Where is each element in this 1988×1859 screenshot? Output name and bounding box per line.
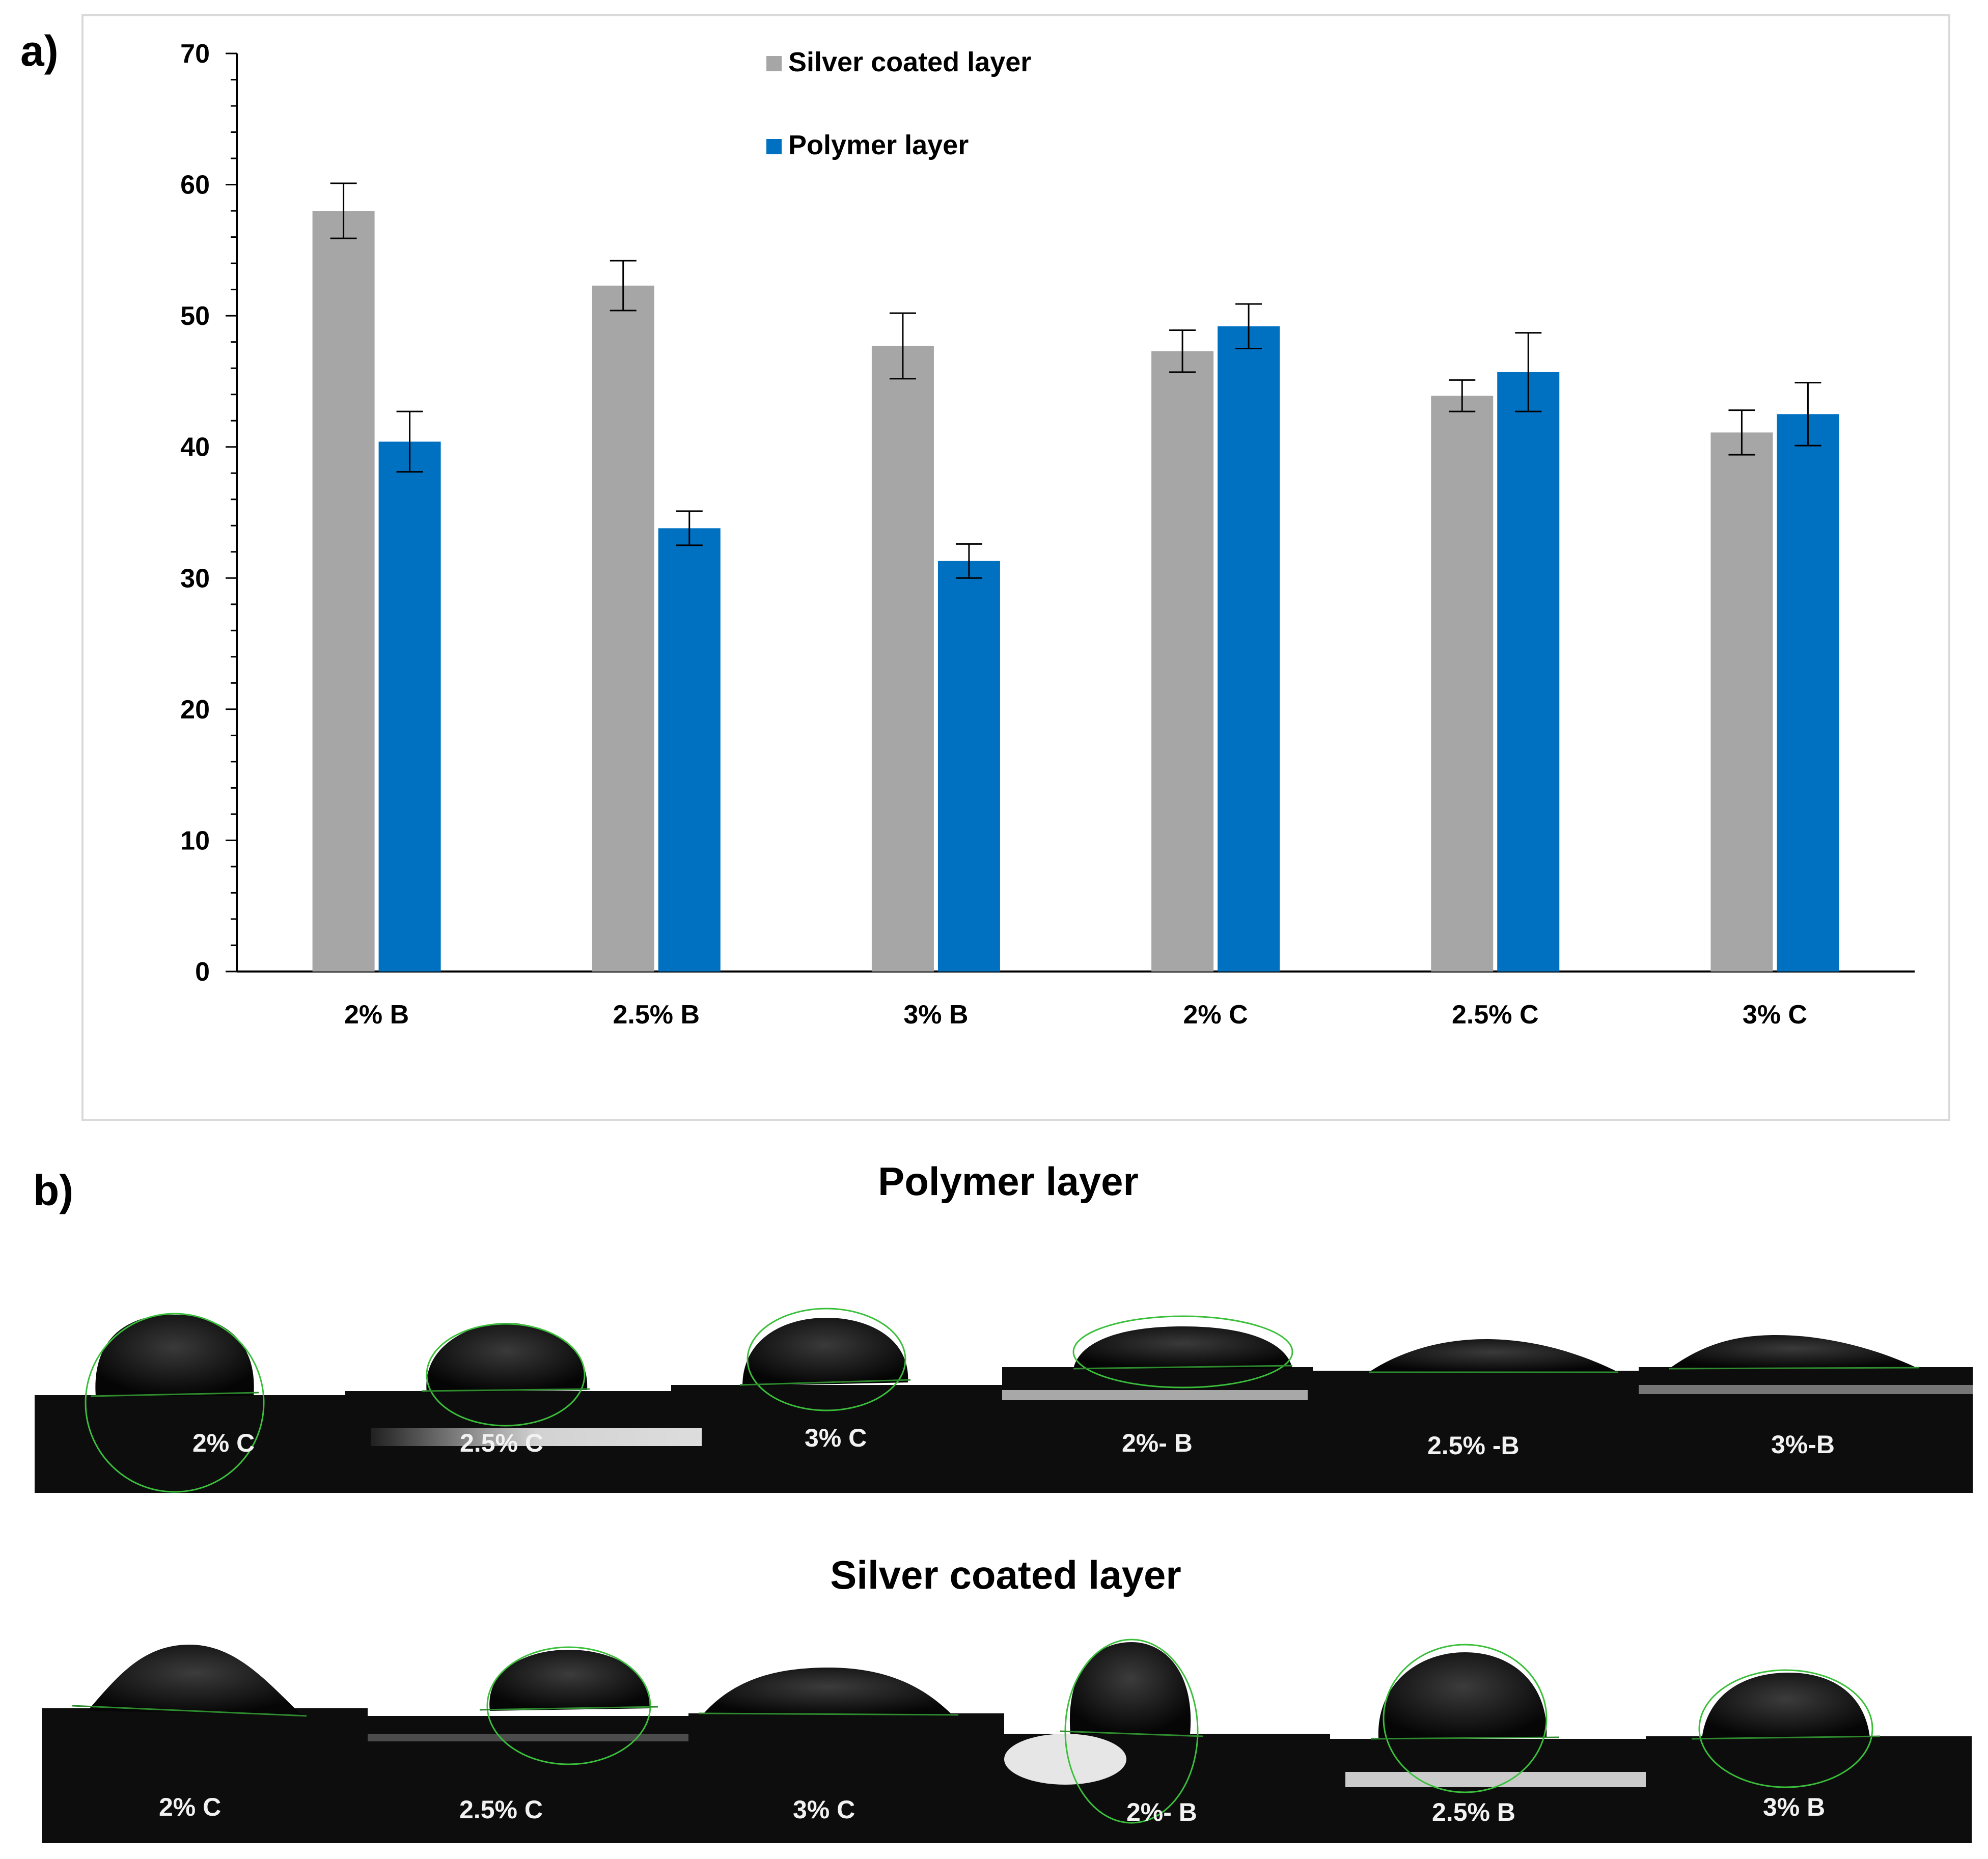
bar	[1151, 351, 1214, 972]
legend-label: Silver coated layer	[788, 47, 1031, 77]
y-tick-label: 10	[180, 826, 210, 855]
polymer-photo-label: 2.5% -B	[1427, 1431, 1520, 1460]
silver-droplet-strip: 2% C 2.5% C 3% C 2%- B 2.5% B 3% B	[42, 1629, 1972, 1843]
y-tick-label: 30	[180, 564, 210, 593]
x-tick-label: 2% C	[1183, 1000, 1248, 1030]
polymer-photo-label: 3% C	[805, 1424, 867, 1452]
bar	[937, 561, 1000, 972]
bar	[1431, 396, 1494, 972]
y-tick-label: 70	[180, 39, 210, 69]
y-tick-label: 0	[195, 957, 210, 987]
polymer-photo-label: 2.5% C	[460, 1429, 543, 1457]
silver-photo-label: 3% C	[793, 1795, 855, 1824]
bar	[1497, 372, 1560, 972]
polymer-droplet-images	[35, 1283, 1973, 1493]
bar	[378, 441, 441, 972]
legend-label: Polymer layer	[788, 130, 969, 160]
y-tick-label: 40	[180, 433, 210, 462]
polymer-photo-label: 3%-B	[1771, 1430, 1835, 1459]
silver-photo-label: 2.5% B	[1432, 1798, 1515, 1826]
bar	[871, 346, 934, 972]
polymer-photo-label: 2% C	[192, 1429, 255, 1457]
x-tick-label: 2.5% C	[1452, 1000, 1539, 1030]
x-tick-label: 3% B	[903, 1000, 968, 1030]
panel-a-label: a)	[20, 27, 59, 75]
legend-swatch	[766, 139, 782, 154]
silver-layer-title: Silver coated layer	[830, 1552, 1181, 1597]
bar	[592, 285, 654, 972]
bar	[1710, 432, 1773, 972]
polymer-droplet-strip: 2% C 2.5% C 3% C 2%- B 2.5% -B 3%-B	[35, 1283, 1973, 1493]
panel-b-label: b)	[33, 1167, 74, 1214]
silver-droplet-images	[42, 1629, 1972, 1843]
y-tick-label: 20	[180, 695, 210, 725]
bar	[1218, 326, 1280, 972]
x-tick-label: 2% B	[344, 1000, 409, 1030]
y-tick-label: 50	[180, 301, 210, 331]
bar	[1777, 414, 1839, 972]
polymer-layer-title: Polymer layer	[878, 1159, 1139, 1204]
bar-chart: 0 10 20 30 40 50 60 70 2% B 2.5% B 3% B 2% C 2.5% C 3…	[81, 14, 1950, 1121]
x-tick-label: 3% C	[1743, 1000, 1807, 1030]
silver-photo-label: 2%- B	[1126, 1798, 1197, 1826]
legend-swatch	[766, 56, 782, 71]
silver-photo-label: 3% B	[1763, 1793, 1826, 1821]
silver-photo-label: 2.5% C	[459, 1795, 543, 1824]
y-tick-label: 60	[180, 171, 210, 200]
bar	[658, 528, 721, 972]
silver-photo-label: 2% C	[159, 1793, 222, 1821]
bar	[312, 211, 375, 972]
polymer-photo-label: 2%- B	[1122, 1429, 1193, 1457]
x-tick-label: 2.5% B	[613, 1000, 700, 1030]
